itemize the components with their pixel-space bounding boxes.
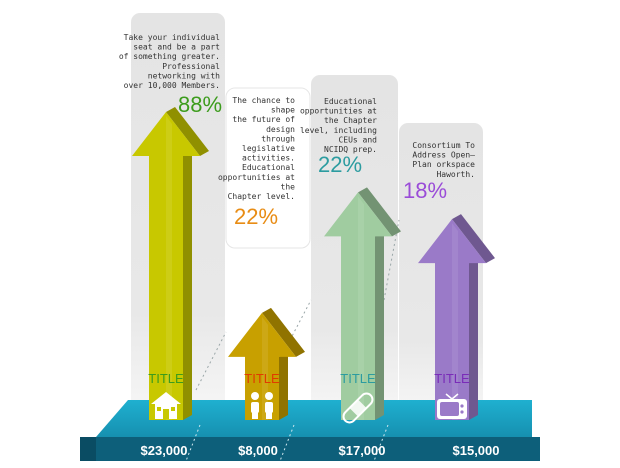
arrow-highlight [358, 196, 364, 420]
arrow-shaft-side [375, 231, 384, 420]
description-line: Professional [162, 62, 220, 71]
category-title: TITLE [434, 371, 470, 386]
bandage-icon [342, 392, 374, 424]
arrow-front [228, 312, 296, 420]
arrow-head-side [452, 214, 495, 264]
person-body [251, 402, 259, 413]
house-roof [151, 392, 181, 404]
person-head [265, 392, 273, 400]
house-window [171, 407, 175, 411]
description-line: The chance to [232, 96, 295, 105]
arrow-shaft-side [279, 351, 288, 420]
category-title: TITLE [340, 371, 376, 386]
tv-knob [460, 404, 464, 408]
description-line: level, including [300, 126, 377, 135]
person-body [265, 402, 273, 413]
tv-screen [440, 402, 459, 416]
description-line: legislative [242, 144, 295, 153]
description-line: networking with [148, 71, 220, 80]
value-label: $15,000 [453, 443, 500, 458]
tv-antenna [451, 393, 459, 400]
arrow-bar [132, 107, 209, 420]
callout-description: Consortium To Address Open– Plan orkspace H… [412, 141, 475, 179]
description-line: Chapter level. [228, 192, 295, 201]
arrow-head-side [358, 187, 401, 237]
description-line: of something greater. [119, 52, 220, 61]
description-line: Educational [242, 163, 295, 172]
platform-left-edge [80, 437, 96, 461]
arrow-highlight [452, 223, 458, 420]
arrow-head-side [166, 107, 209, 156]
description-line: Haworth. [436, 170, 475, 179]
guide-line [289, 299, 312, 341]
description-line: Plan orkspace [412, 160, 475, 169]
tv-icon [437, 393, 467, 419]
house-window [157, 407, 161, 411]
description-line: the [281, 182, 296, 191]
bandage-pad [349, 399, 367, 417]
description-line: CEUs and [338, 135, 377, 144]
platform-divider [279, 424, 295, 462]
value-label: $8,000 [238, 443, 278, 458]
percentage-label: 88% [178, 92, 222, 117]
platform-divider [373, 424, 389, 462]
description-line: opportunities at [300, 107, 377, 116]
arrow-front [324, 192, 392, 420]
guide-line [195, 331, 227, 391]
tv-antenna [445, 393, 453, 400]
description-line: Educational [324, 97, 377, 106]
percentage-label: 22% [234, 204, 278, 229]
description-line: design [266, 125, 295, 134]
people-icon [251, 392, 273, 419]
description-line: activities. [242, 154, 295, 163]
description-line: seat and be a part [133, 43, 220, 52]
arrow-bar [324, 187, 401, 420]
callout-description: Educational opportunities at the Chapter le… [300, 97, 377, 154]
value-label: $23,000 [141, 443, 188, 458]
description-line: Consortium To [412, 141, 475, 150]
arrow-head-side [262, 307, 305, 357]
arrow-front [132, 112, 200, 420]
description-line: through [261, 134, 295, 143]
platform-front [80, 437, 540, 461]
tv-knob [460, 410, 464, 414]
description-line: opportunities at [218, 173, 295, 182]
person-legs [252, 412, 258, 419]
percentage-label: 18% [403, 178, 447, 203]
category-title: TITLE [244, 371, 280, 386]
description-line: the Chapter [324, 116, 377, 125]
arrow-shaft-side [469, 258, 478, 420]
guide-line [383, 219, 400, 301]
description-line: the future of [232, 115, 295, 124]
value-label: $17,000 [339, 443, 386, 458]
percentage-label: 22% [318, 152, 362, 177]
house-icon [151, 392, 181, 419]
callout-description: The chance to shape the future of design thr… [218, 96, 295, 201]
callout-description: Take your individual seat and be a part of… [119, 33, 220, 90]
person-legs [266, 412, 272, 419]
house-door [163, 409, 169, 419]
description-line: Take your individual [124, 33, 221, 42]
platform-divider [185, 424, 201, 462]
platform-layer [80, 400, 540, 462]
person-head [251, 392, 259, 400]
arrow-front [418, 219, 486, 420]
arrow-highlight [166, 116, 172, 420]
platform-top [96, 400, 532, 437]
arrow-bar [418, 214, 495, 420]
arrows-layer [132, 107, 495, 420]
description-line: Address Open– [412, 151, 475, 160]
arrow-shaft-side [183, 151, 192, 420]
description-line: shape [271, 106, 295, 115]
category-title: TITLE [148, 371, 184, 386]
description-line: NCIDQ prep. [324, 145, 377, 154]
labels-layer: TITLE TITLE TITLE TITLE $23,000 $8,000 $17,000… [119, 33, 500, 458]
description-line: over 10,000 Members. [124, 81, 220, 90]
callout-card [225, 87, 311, 249]
